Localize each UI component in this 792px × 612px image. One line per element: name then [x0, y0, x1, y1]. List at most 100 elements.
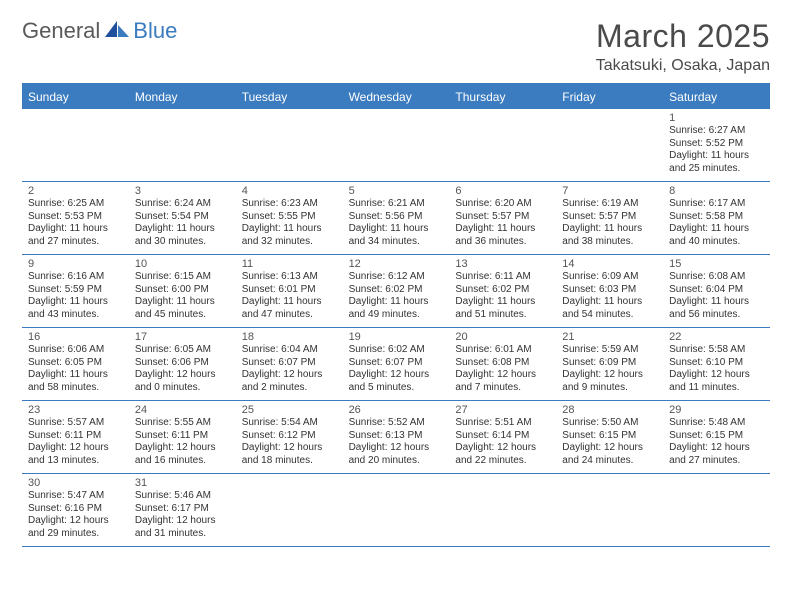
day-cell: 29Sunrise: 5:48 AMSunset: 6:15 PMDayligh…	[663, 401, 770, 473]
day-info: Sunrise: 5:46 AMSunset: 6:17 PMDaylight:…	[135, 490, 230, 540]
day-cell: 12Sunrise: 6:12 AMSunset: 6:02 PMDayligh…	[343, 255, 450, 327]
empty-cell	[556, 474, 663, 546]
day-header-row: SundayMondayTuesdayWednesdayThursdayFrid…	[22, 85, 770, 109]
calendar: SundayMondayTuesdayWednesdayThursdayFrid…	[22, 83, 770, 547]
empty-cell	[236, 109, 343, 181]
empty-cell	[663, 474, 770, 546]
day-cell: 10Sunrise: 6:15 AMSunset: 6:00 PMDayligh…	[129, 255, 236, 327]
day-cell: 14Sunrise: 6:09 AMSunset: 6:03 PMDayligh…	[556, 255, 663, 327]
day-info: Sunrise: 6:17 AMSunset: 5:58 PMDaylight:…	[669, 198, 764, 248]
week-row: 30Sunrise: 5:47 AMSunset: 6:16 PMDayligh…	[22, 474, 770, 547]
day-info: Sunrise: 5:52 AMSunset: 6:13 PMDaylight:…	[349, 417, 444, 467]
day-cell: 5Sunrise: 6:21 AMSunset: 5:56 PMDaylight…	[343, 182, 450, 254]
day-info: Sunrise: 6:02 AMSunset: 6:07 PMDaylight:…	[349, 344, 444, 394]
week-row: 9Sunrise: 6:16 AMSunset: 5:59 PMDaylight…	[22, 255, 770, 328]
day-cell: 13Sunrise: 6:11 AMSunset: 6:02 PMDayligh…	[449, 255, 556, 327]
day-info: Sunrise: 6:19 AMSunset: 5:57 PMDaylight:…	[562, 198, 657, 248]
week-row: 1Sunrise: 6:27 AMSunset: 5:52 PMDaylight…	[22, 109, 770, 182]
day-cell: 20Sunrise: 6:01 AMSunset: 6:08 PMDayligh…	[449, 328, 556, 400]
day-cell: 22Sunrise: 5:58 AMSunset: 6:10 PMDayligh…	[663, 328, 770, 400]
day-cell: 28Sunrise: 5:50 AMSunset: 6:15 PMDayligh…	[556, 401, 663, 473]
day-number: 9	[28, 258, 123, 270]
page-header: General Blue March 2025 Takatsuki, Osaka…	[22, 18, 770, 75]
logo: General Blue	[22, 18, 177, 44]
day-header-cell: Saturday	[663, 85, 770, 109]
day-info: Sunrise: 5:55 AMSunset: 6:11 PMDaylight:…	[135, 417, 230, 467]
day-cell: 8Sunrise: 6:17 AMSunset: 5:58 PMDaylight…	[663, 182, 770, 254]
day-info: Sunrise: 5:50 AMSunset: 6:15 PMDaylight:…	[562, 417, 657, 467]
logo-text-1: General	[22, 18, 100, 44]
day-info: Sunrise: 6:08 AMSunset: 6:04 PMDaylight:…	[669, 271, 764, 321]
day-number: 5	[349, 185, 444, 197]
empty-cell	[236, 474, 343, 546]
day-info: Sunrise: 6:21 AMSunset: 5:56 PMDaylight:…	[349, 198, 444, 248]
title-block: March 2025 Takatsuki, Osaka, Japan	[596, 18, 770, 75]
empty-cell	[449, 474, 556, 546]
day-info: Sunrise: 6:04 AMSunset: 6:07 PMDaylight:…	[242, 344, 337, 394]
day-header-cell: Tuesday	[236, 85, 343, 109]
day-number: 20	[455, 331, 550, 343]
day-cell: 3Sunrise: 6:24 AMSunset: 5:54 PMDaylight…	[129, 182, 236, 254]
day-cell: 25Sunrise: 5:54 AMSunset: 6:12 PMDayligh…	[236, 401, 343, 473]
day-number: 21	[562, 331, 657, 343]
day-number: 11	[242, 258, 337, 270]
day-cell: 1Sunrise: 6:27 AMSunset: 5:52 PMDaylight…	[663, 109, 770, 181]
day-info: Sunrise: 6:25 AMSunset: 5:53 PMDaylight:…	[28, 198, 123, 248]
day-number: 4	[242, 185, 337, 197]
day-number: 18	[242, 331, 337, 343]
day-number: 8	[669, 185, 764, 197]
empty-cell	[343, 109, 450, 181]
day-header-cell: Sunday	[22, 85, 129, 109]
day-number: 10	[135, 258, 230, 270]
day-cell: 15Sunrise: 6:08 AMSunset: 6:04 PMDayligh…	[663, 255, 770, 327]
day-info: Sunrise: 6:09 AMSunset: 6:03 PMDaylight:…	[562, 271, 657, 321]
day-info: Sunrise: 5:58 AMSunset: 6:10 PMDaylight:…	[669, 344, 764, 394]
day-cell: 7Sunrise: 6:19 AMSunset: 5:57 PMDaylight…	[556, 182, 663, 254]
logo-text-2: Blue	[133, 18, 177, 44]
month-title: March 2025	[596, 18, 770, 55]
logo-sail-icon	[105, 19, 131, 44]
day-cell: 11Sunrise: 6:13 AMSunset: 6:01 PMDayligh…	[236, 255, 343, 327]
day-cell: 19Sunrise: 6:02 AMSunset: 6:07 PMDayligh…	[343, 328, 450, 400]
day-cell: 18Sunrise: 6:04 AMSunset: 6:07 PMDayligh…	[236, 328, 343, 400]
day-cell: 30Sunrise: 5:47 AMSunset: 6:16 PMDayligh…	[22, 474, 129, 546]
day-info: Sunrise: 6:01 AMSunset: 6:08 PMDaylight:…	[455, 344, 550, 394]
day-number: 29	[669, 404, 764, 416]
day-header-cell: Friday	[556, 85, 663, 109]
location-text: Takatsuki, Osaka, Japan	[596, 57, 770, 75]
day-info: Sunrise: 6:12 AMSunset: 6:02 PMDaylight:…	[349, 271, 444, 321]
day-number: 26	[349, 404, 444, 416]
day-info: Sunrise: 5:51 AMSunset: 6:14 PMDaylight:…	[455, 417, 550, 467]
day-cell: 27Sunrise: 5:51 AMSunset: 6:14 PMDayligh…	[449, 401, 556, 473]
empty-cell	[22, 109, 129, 181]
day-cell: 17Sunrise: 6:05 AMSunset: 6:06 PMDayligh…	[129, 328, 236, 400]
day-info: Sunrise: 5:47 AMSunset: 6:16 PMDaylight:…	[28, 490, 123, 540]
day-number: 22	[669, 331, 764, 343]
day-info: Sunrise: 5:57 AMSunset: 6:11 PMDaylight:…	[28, 417, 123, 467]
day-cell: 21Sunrise: 5:59 AMSunset: 6:09 PMDayligh…	[556, 328, 663, 400]
day-info: Sunrise: 6:23 AMSunset: 5:55 PMDaylight:…	[242, 198, 337, 248]
day-cell: 16Sunrise: 6:06 AMSunset: 6:05 PMDayligh…	[22, 328, 129, 400]
day-number: 7	[562, 185, 657, 197]
day-number: 3	[135, 185, 230, 197]
day-info: Sunrise: 6:06 AMSunset: 6:05 PMDaylight:…	[28, 344, 123, 394]
day-number: 1	[669, 112, 764, 124]
day-info: Sunrise: 6:24 AMSunset: 5:54 PMDaylight:…	[135, 198, 230, 248]
day-header-cell: Monday	[129, 85, 236, 109]
day-info: Sunrise: 5:54 AMSunset: 6:12 PMDaylight:…	[242, 417, 337, 467]
day-cell: 6Sunrise: 6:20 AMSunset: 5:57 PMDaylight…	[449, 182, 556, 254]
day-info: Sunrise: 6:05 AMSunset: 6:06 PMDaylight:…	[135, 344, 230, 394]
day-cell: 4Sunrise: 6:23 AMSunset: 5:55 PMDaylight…	[236, 182, 343, 254]
empty-cell	[129, 109, 236, 181]
day-number: 15	[669, 258, 764, 270]
day-number: 6	[455, 185, 550, 197]
day-number: 16	[28, 331, 123, 343]
day-number: 27	[455, 404, 550, 416]
day-number: 14	[562, 258, 657, 270]
week-row: 2Sunrise: 6:25 AMSunset: 5:53 PMDaylight…	[22, 182, 770, 255]
day-info: Sunrise: 6:13 AMSunset: 6:01 PMDaylight:…	[242, 271, 337, 321]
day-info: Sunrise: 5:59 AMSunset: 6:09 PMDaylight:…	[562, 344, 657, 394]
day-cell: 31Sunrise: 5:46 AMSunset: 6:17 PMDayligh…	[129, 474, 236, 546]
day-info: Sunrise: 6:20 AMSunset: 5:57 PMDaylight:…	[455, 198, 550, 248]
day-number: 31	[135, 477, 230, 489]
